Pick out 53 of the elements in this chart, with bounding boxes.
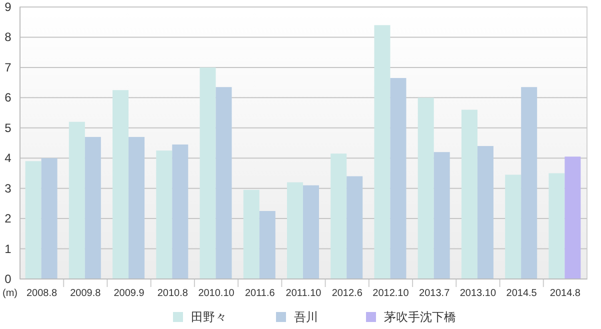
x-tick-label: 2008.8: [26, 288, 58, 299]
y-tick-label: 3: [4, 181, 12, 196]
bar: [84, 136, 101, 279]
bar: [303, 185, 319, 279]
x-tick-label: 2012.10: [372, 288, 410, 299]
bar: [243, 190, 260, 279]
bar: [434, 152, 450, 279]
x-tick-label: 2010.10: [198, 288, 235, 299]
x-tick-label: 2009.9: [114, 288, 145, 299]
bar: [200, 67, 216, 279]
y-tick-label: 9: [4, 0, 12, 14]
x-tick-label: 2013.10: [460, 288, 496, 299]
x-tick-label: 2009.8: [70, 288, 102, 299]
legend-label: 茅吹手沈下橋: [384, 310, 456, 324]
bar: [41, 158, 58, 279]
y-tick-label: 1: [4, 242, 12, 256]
x-tick-label: 2012.6: [332, 288, 363, 299]
bar: [477, 146, 494, 279]
bar: [346, 176, 363, 279]
y-tick-label: 2: [4, 212, 12, 226]
bar: [521, 87, 538, 279]
bar: [374, 25, 390, 279]
legend-label: 田野々: [191, 310, 227, 324]
y-tick-label: 7: [4, 60, 12, 74]
x-tick-label: 2013.7: [419, 288, 450, 299]
bar: [505, 174, 522, 279]
y-tick-label: 4: [4, 151, 12, 166]
bar: [564, 156, 581, 279]
x-tick-label: 2011.10: [286, 288, 322, 299]
x-tick-label: 2014.8: [550, 288, 581, 299]
bar: [172, 144, 188, 279]
bar: [287, 182, 303, 279]
bar: [25, 161, 42, 279]
bar: [68, 122, 85, 279]
legend-label: 吾川: [294, 310, 318, 324]
bar: [390, 78, 406, 279]
bar: [156, 150, 172, 279]
x-tick-label: 2011.6: [244, 288, 276, 299]
bar: [548, 173, 565, 279]
bar: [259, 211, 276, 279]
bar: [461, 110, 478, 279]
y-tick-label: 5: [4, 120, 12, 135]
y-tick-label: 8: [4, 30, 12, 44]
bar: [112, 90, 129, 279]
x-tick-label: 2010.8: [157, 288, 188, 299]
y-tick-label: 0: [4, 272, 12, 286]
bar: [128, 136, 145, 279]
y-axis-title: (m): [2, 288, 18, 299]
y-tick-label: 6: [4, 90, 12, 105]
bar: [418, 98, 434, 279]
bar: [216, 87, 232, 279]
bar: [330, 154, 347, 279]
x-tick-label: 2014.5: [506, 288, 538, 299]
